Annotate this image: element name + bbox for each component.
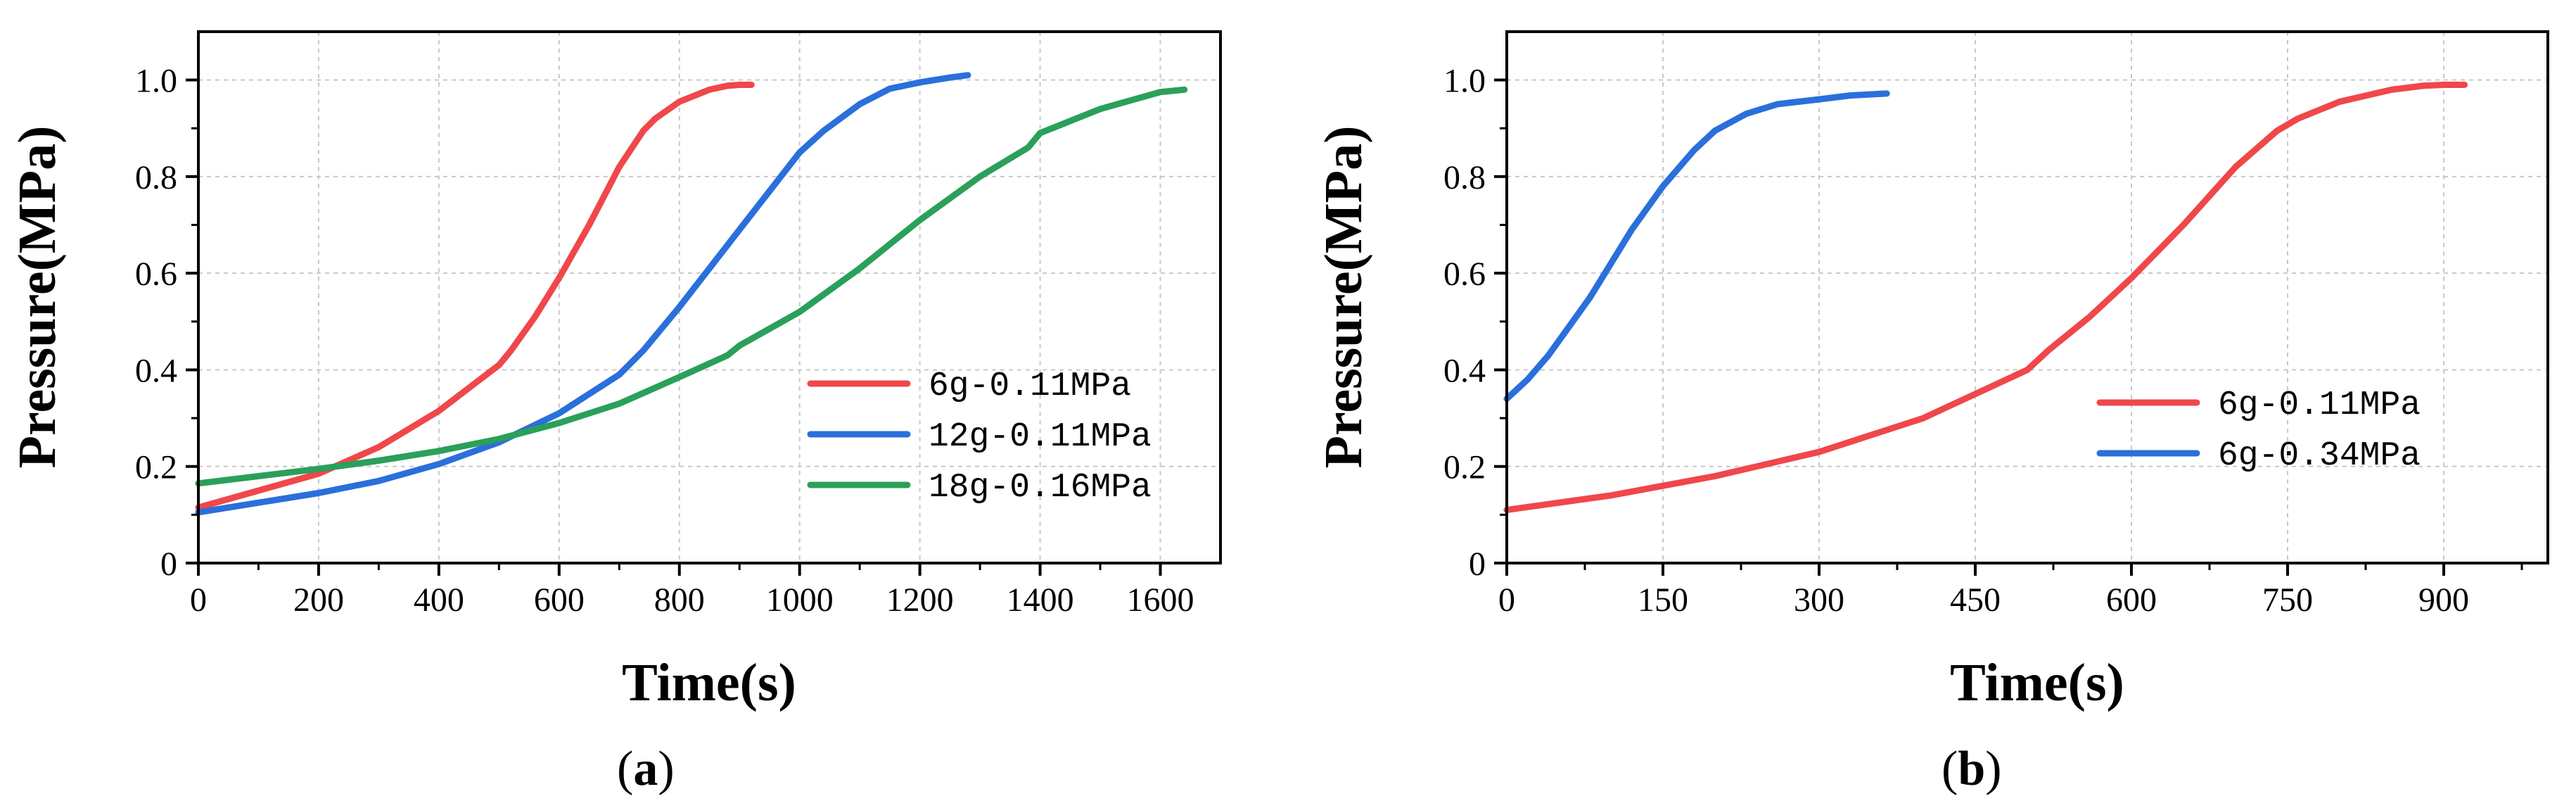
x-tick-label: 1400 (1007, 581, 1074, 619)
x-tick-label: 1600 (1127, 581, 1194, 619)
x-tick-label: 450 (1950, 581, 2001, 619)
y-tick-label: 1.0 (1443, 63, 1486, 100)
chart-a: 0 200 400 600 800 1000 1200 1400 1600 0 0.2 0.4 0.6 0… (8, 30, 1222, 796)
y-axis-title: Pressure(MPa) (1314, 126, 1373, 469)
x-tick-label: 200 (293, 581, 344, 619)
x-tick-label: 300 (1794, 581, 1844, 619)
series-line-2 (195, 72, 971, 516)
x-tick-label: 1200 (886, 581, 954, 619)
y-tick-label: 0.4 (135, 352, 177, 389)
x-tick-label: 150 (1638, 581, 1688, 619)
y-tick-label: 1.0 (135, 63, 177, 100)
plot-frame (1505, 30, 2549, 564)
series-line-1 (195, 82, 755, 511)
series-line-3 (195, 86, 1188, 487)
y-tick-label: 0 (1469, 545, 1486, 583)
panel-label: (a) (617, 742, 675, 796)
x-tick-label: 600 (2106, 581, 2157, 619)
y-tick-label: 0.6 (135, 255, 177, 293)
x-tick-label: 750 (2262, 581, 2313, 619)
plot-frame (197, 30, 1222, 564)
y-tick-label: 0.2 (1443, 449, 1486, 486)
legend-label-1: 6g-0.11MPa (929, 367, 1131, 405)
x-tick-label: 0 (190, 581, 207, 619)
legend-label-2: 12g-0.11MPa (929, 418, 1152, 456)
y-tick-label: 0.8 (135, 159, 177, 196)
series-line-1 (1503, 82, 2468, 513)
y-tick-label: 0.4 (1443, 352, 1486, 389)
y-tick-label: 0.8 (1443, 159, 1486, 196)
y-tick-label: 0.2 (135, 449, 177, 486)
legend-label-2: 6g-0.34MPa (2218, 437, 2421, 475)
y-tick-label: 0 (160, 545, 177, 583)
x-tick-label: 900 (2418, 581, 2469, 619)
x-axis-title: Time(s) (622, 653, 796, 712)
panel-label: (b) (1941, 742, 2002, 796)
legend-label-1: 6g-0.11MPa (2218, 386, 2421, 424)
x-axis-title: Time(s) (1950, 653, 2124, 712)
x-tick-label: 600 (534, 581, 585, 619)
x-tick-label: 1000 (766, 581, 834, 619)
x-tick-label: 800 (654, 581, 705, 619)
series-line-2 (1503, 90, 1890, 403)
chart-b: 0 150 300 450 600 750 900 0 0.2 0.4 0.6 0.8 1.0 Press… (1314, 30, 2549, 796)
legend-label-3: 18g-0.16MPa (929, 469, 1152, 507)
y-axis-title: Pressure(MPa) (8, 126, 67, 469)
y-tick-label: 0.6 (1443, 255, 1486, 293)
x-tick-label: 0 (1498, 581, 1515, 619)
x-tick-label: 400 (414, 581, 464, 619)
